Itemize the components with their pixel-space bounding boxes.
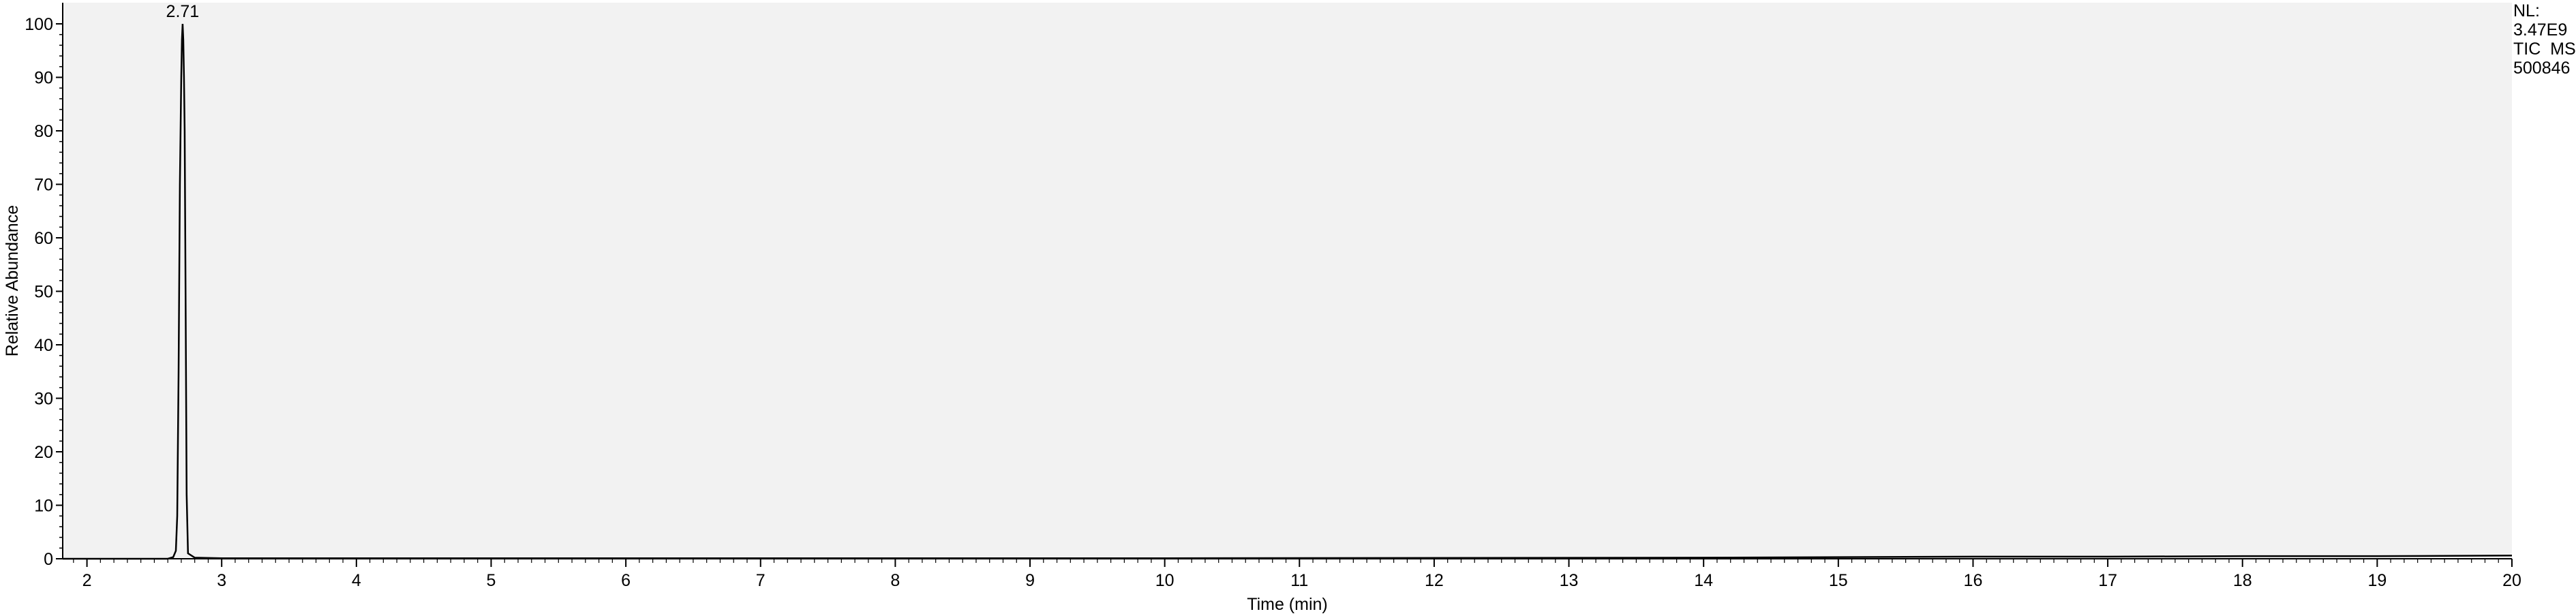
sample-id: 500846 xyxy=(2513,59,2571,78)
tic-trace-line xyxy=(63,23,2513,560)
x-tick-label: 8 xyxy=(890,571,900,590)
x-tick-label: 19 xyxy=(2367,571,2386,590)
x-tick-label: 2 xyxy=(82,571,92,590)
nl-label: NL: xyxy=(2513,1,2540,20)
x-tick-label: 18 xyxy=(2233,571,2252,590)
x-axis-ticks: 2 3 4 5 6 7 8 9 10 11 12 13 14 15 16 17 18 19 20 xyxy=(82,559,2521,590)
x-axis-title: Time (min) xyxy=(1247,595,1328,614)
x-tick-label: 3 xyxy=(217,571,226,590)
peak-label: 2.71 xyxy=(166,2,200,21)
y-tick-label: 30 xyxy=(34,390,53,409)
x-tick-label: 13 xyxy=(1560,571,1579,590)
y-tick-label: 50 xyxy=(34,283,53,302)
x-tick-label: 15 xyxy=(1829,571,1848,590)
scan-type: TIC MS xyxy=(2513,40,2576,59)
y-tick-label: 90 xyxy=(34,69,53,88)
x-tick-label: 4 xyxy=(352,571,361,590)
x-tick-label: 10 xyxy=(1155,571,1175,590)
x-tick-label: 12 xyxy=(1425,571,1444,590)
y-tick-label: 0 xyxy=(44,550,53,569)
info-box: NL: 3.47E9 TIC MS 500846 xyxy=(2513,1,2576,78)
y-tick-label: 60 xyxy=(34,229,53,248)
y-tick-label: 20 xyxy=(34,443,53,462)
x-tick-label: 9 xyxy=(1025,571,1035,590)
y-tick-label: 10 xyxy=(34,497,53,516)
x-tick-label: 17 xyxy=(2098,571,2117,590)
peak-annotations: 2.71 xyxy=(166,2,200,21)
y-axis-title: Relative Abundance xyxy=(3,205,22,356)
y-axis-ticks: 0 10 20 30 40 50 60 70 80 90 100 xyxy=(25,15,63,569)
x-tick-label: 5 xyxy=(487,571,496,590)
x-tick-label: 7 xyxy=(756,571,766,590)
y-tick-label: 100 xyxy=(25,15,53,34)
x-tick-label: 16 xyxy=(1964,571,1983,590)
y-tick-label: 40 xyxy=(34,336,53,355)
x-tick-label: 14 xyxy=(1694,571,1713,590)
y-tick-label: 80 xyxy=(34,122,53,141)
x-tick-label: 11 xyxy=(1290,571,1308,590)
nl-value: 3.47E9 xyxy=(2513,20,2568,40)
plot-area xyxy=(63,3,2512,559)
y-tick-label: 70 xyxy=(34,176,53,195)
x-tick-label: 20 xyxy=(2502,571,2521,590)
x-tick-label: 6 xyxy=(621,571,631,590)
